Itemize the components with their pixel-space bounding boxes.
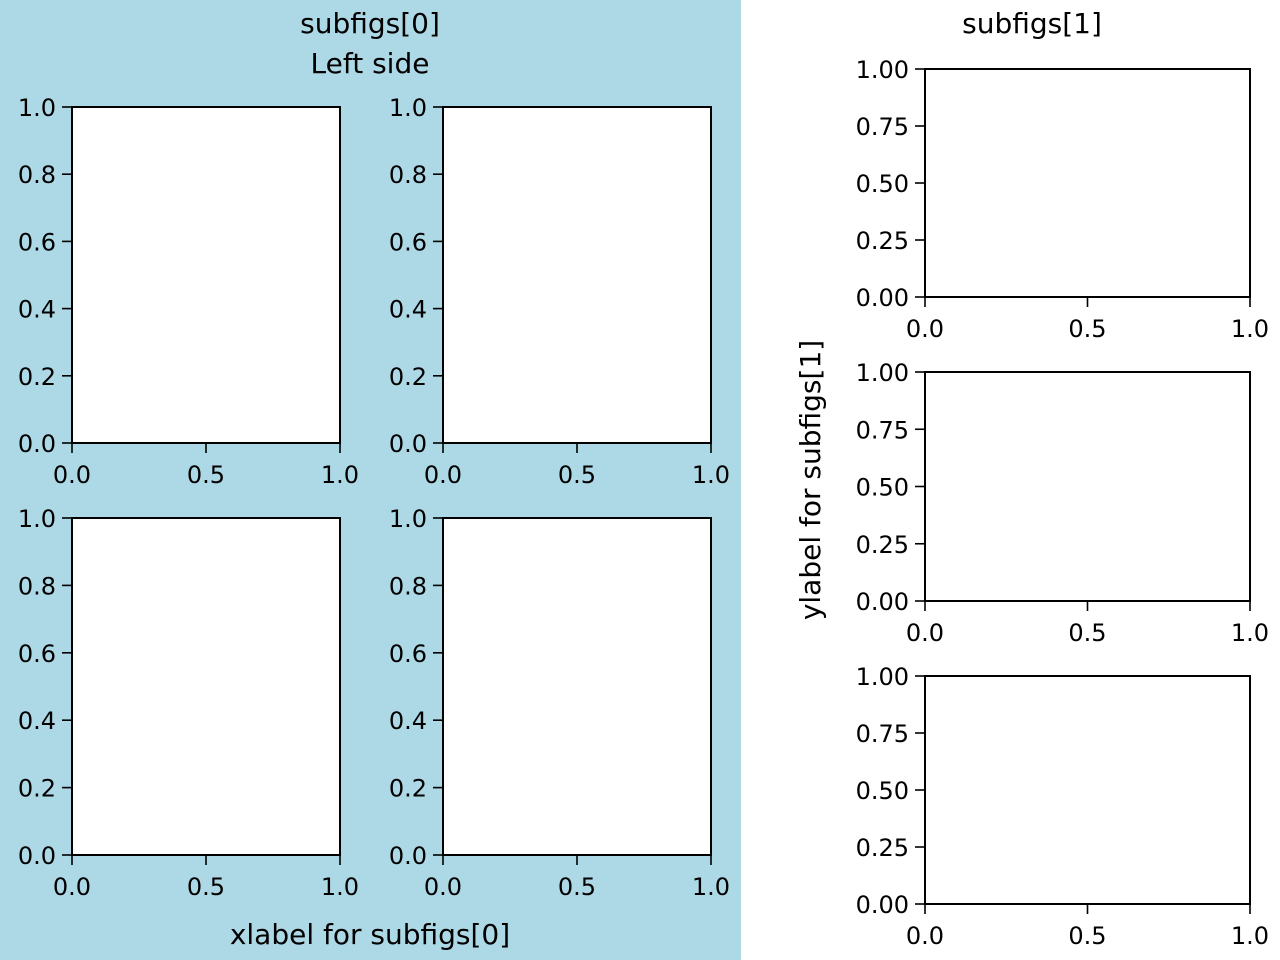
y-tick-label: 0.8 xyxy=(389,572,427,600)
axes-4: 0.0 0.5 1.0 0.00 0.25 0.50 0.75 1.00 xyxy=(856,56,1270,343)
y-tick-label: 0.4 xyxy=(18,296,56,324)
y-tick-label: 0.4 xyxy=(389,296,427,324)
y-tick-label: 1.0 xyxy=(389,94,427,122)
y-tick-label: 0.8 xyxy=(18,572,56,600)
y-tick-label: 0.6 xyxy=(389,228,427,256)
y-tick-label: 0.25 xyxy=(856,531,909,559)
x-tick-label: 1.0 xyxy=(692,873,730,901)
y-tick-label: 0.4 xyxy=(389,707,427,735)
x-tick-label: 0.5 xyxy=(558,873,596,901)
axes-frame xyxy=(924,371,1251,602)
axes-frame xyxy=(71,517,341,856)
x-tick-label: 1.0 xyxy=(321,873,359,901)
x-tick-label: 1.0 xyxy=(1231,315,1269,343)
axes-frame xyxy=(71,106,341,444)
axes-frame xyxy=(924,675,1251,905)
y-tick-label: 0.2 xyxy=(389,363,427,391)
subfigure-0-supxlabel: xlabel for subfigs[0] xyxy=(230,918,510,951)
x-tick-label: 0.0 xyxy=(53,873,91,901)
x-tick-label: 0.5 xyxy=(187,461,225,489)
x-tick-label: 0.5 xyxy=(1068,619,1106,647)
y-tick-label: 0.00 xyxy=(856,588,909,616)
y-tick-label: 0.6 xyxy=(389,640,427,668)
subfigure-1-supylabel: ylabel for subfigs[1] xyxy=(794,340,827,620)
subfigure-0-suptitle-line-2: Left side xyxy=(311,47,430,80)
x-tick-label: 0.0 xyxy=(906,922,944,950)
x-tick-label: 0.5 xyxy=(1068,922,1106,950)
y-tick-label: 0.00 xyxy=(856,891,909,919)
x-tick-label: 1.0 xyxy=(321,461,359,489)
y-tick-label: 0.75 xyxy=(856,720,909,748)
y-tick-label: 0.0 xyxy=(18,842,56,870)
y-tick-label: 0.50 xyxy=(856,474,909,502)
axes-frame xyxy=(442,106,712,444)
y-tick-label: 0.75 xyxy=(856,113,909,141)
y-tick-label: 0.4 xyxy=(18,707,56,735)
y-tick-label: 0.0 xyxy=(389,842,427,870)
axes-6: 0.0 0.5 1.0 0.00 0.25 0.50 0.75 1.00 xyxy=(856,663,1270,950)
x-tick-label: 0.5 xyxy=(1068,315,1106,343)
y-tick-label: 1.00 xyxy=(856,56,909,84)
x-tick-label: 0.0 xyxy=(424,873,462,901)
subfigure-0-suptitle-line-1: subfigs[0] xyxy=(300,7,440,40)
x-tick-label: 1.0 xyxy=(692,461,730,489)
y-tick-label: 1.0 xyxy=(389,505,427,533)
y-tick-label: 0.00 xyxy=(856,284,909,312)
y-tick-label: 0.8 xyxy=(18,161,56,189)
y-tick-label: 0.0 xyxy=(389,430,427,458)
y-tick-label: 0.6 xyxy=(18,228,56,256)
x-tick-label: 0.0 xyxy=(53,461,91,489)
y-tick-label: 0.25 xyxy=(856,834,909,862)
x-tick-label: 0.5 xyxy=(558,461,596,489)
y-tick-label: 0.50 xyxy=(856,170,909,198)
axes-frame xyxy=(442,517,712,856)
y-tick-label: 0.6 xyxy=(18,640,56,668)
y-tick-label: 1.0 xyxy=(18,505,56,533)
y-tick-label: 1.00 xyxy=(856,359,909,387)
subfigure-1-suptitle: subfigs[1] xyxy=(962,7,1102,40)
axes-3: 0.0 0.5 1.0 0.0 0.2 0.4 0.6 0.8 1.0 xyxy=(389,505,730,901)
y-tick-label: 0.75 xyxy=(856,416,909,444)
axes-2: 0.0 0.5 1.0 0.0 0.2 0.4 0.6 0.8 1.0 xyxy=(18,505,359,901)
y-tick-label: 0.8 xyxy=(389,161,427,189)
x-tick-label: 0.0 xyxy=(906,619,944,647)
axes-1: 0.0 0.5 1.0 0.0 0.2 0.4 0.6 0.8 1.0 xyxy=(389,94,730,489)
y-tick-label: 0.2 xyxy=(18,363,56,391)
axes-frame xyxy=(924,68,1251,298)
y-tick-label: 1.0 xyxy=(18,94,56,122)
y-tick-label: 0.2 xyxy=(389,775,427,803)
x-tick-label: 0.5 xyxy=(187,873,225,901)
x-tick-label: 1.0 xyxy=(1231,619,1269,647)
x-tick-label: 0.0 xyxy=(424,461,462,489)
y-tick-label: 0.50 xyxy=(856,777,909,805)
axes-0: 0.0 0.5 1.0 0.0 0.2 0.4 0.6 0.8 1.0 xyxy=(18,94,359,489)
y-tick-label: 0.2 xyxy=(18,775,56,803)
y-tick-label: 0.0 xyxy=(18,430,56,458)
y-tick-label: 1.00 xyxy=(856,663,909,691)
x-tick-label: 1.0 xyxy=(1231,922,1269,950)
axes-5: 0.0 0.5 1.0 0.00 0.25 0.50 0.75 1.00 xyxy=(856,359,1270,647)
y-tick-label: 0.25 xyxy=(856,227,909,255)
x-tick-label: 0.0 xyxy=(906,315,944,343)
